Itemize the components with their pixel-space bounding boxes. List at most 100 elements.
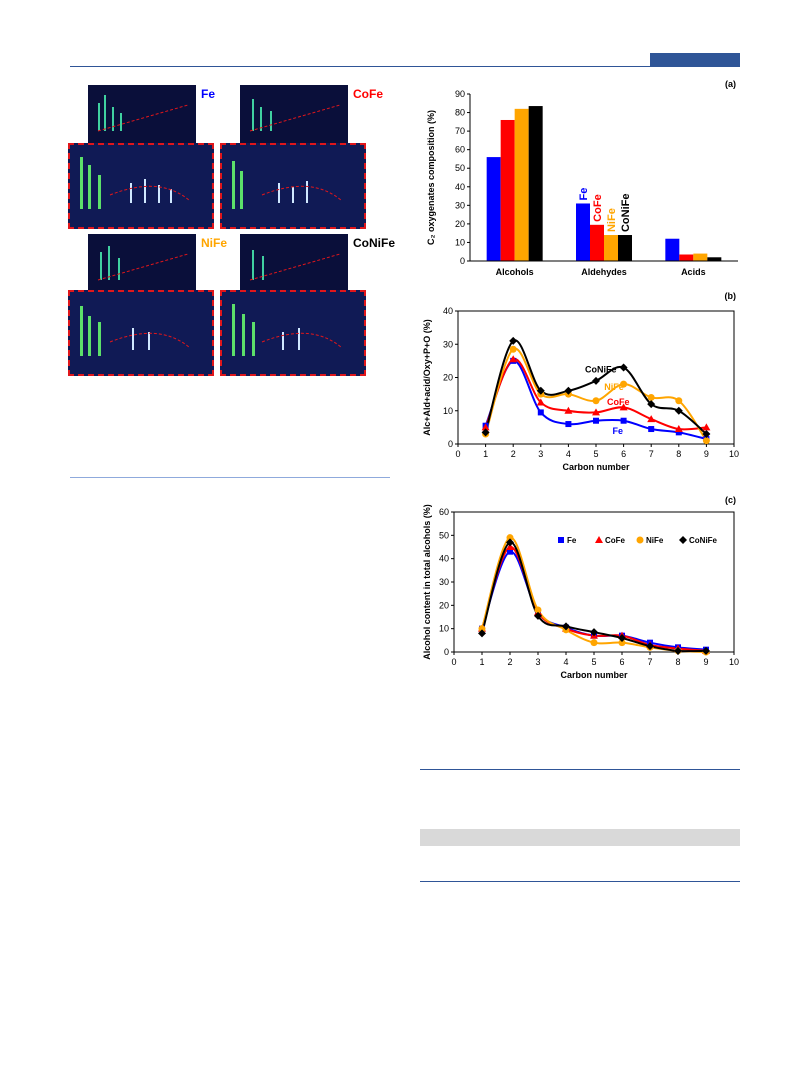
cofe-gc-zoom [220, 143, 366, 229]
b-xtick-label: 9 [704, 449, 709, 459]
c-point-nife [478, 625, 486, 633]
c-legend-label-conife: CoNiFe [689, 536, 718, 545]
b-xtick-label: 6 [621, 449, 626, 459]
chart-a: (a) 0 10 20 30 40 50 60 70 80 90 Alcohols Aldehydes A… [426, 79, 738, 277]
nife-gc-zoom [68, 290, 214, 376]
b-point-conife [702, 430, 711, 439]
b-xtick-label: 0 [455, 449, 460, 459]
c-ytick-label: 30 [439, 577, 449, 587]
a-bar-conife [707, 257, 722, 261]
c-xtick-label: 9 [703, 657, 708, 667]
b-xtick-label: 3 [538, 449, 543, 459]
c-point-conife [562, 622, 570, 631]
conife-gc-thumbnail [240, 234, 348, 292]
c-point-conife [590, 628, 598, 637]
b-point-cofe [702, 423, 711, 431]
b-point-cofe [619, 403, 628, 411]
b-point-cofe [674, 425, 683, 433]
table-bottom-rule [420, 881, 740, 882]
b-point-conife [481, 428, 490, 437]
c-point-fe [507, 548, 513, 555]
b-point-fe [620, 417, 627, 424]
c-point-conife [674, 646, 682, 655]
table-header-row [420, 829, 740, 846]
c-xtick-label: 2 [507, 657, 512, 667]
b-xtick-label: 8 [676, 449, 681, 459]
b-point-conife [647, 400, 656, 409]
table-top-rule [420, 769, 740, 770]
a-ylabel: C₂ oxygenates composition (%) [426, 110, 436, 245]
cofe-gc-thumbnail [240, 85, 348, 145]
b-point-conife [564, 386, 573, 395]
b-series-label-cofe: CoFe [607, 397, 630, 407]
b-point-nife [509, 345, 517, 353]
c-xtick-label: 0 [451, 657, 456, 667]
a-bar-fe [486, 157, 501, 261]
c-ylabel: Alcohol content in total alcohols (%) [422, 504, 432, 660]
c-ytick-label: 60 [439, 507, 449, 517]
c-legend-label-fe: Fe [567, 536, 577, 545]
c-ytick-label: 20 [439, 600, 449, 610]
a-bar-cofe [590, 224, 604, 261]
c-xlabel: Carbon number [560, 670, 628, 680]
b-point-fe [565, 421, 572, 428]
b-point-cofe [481, 423, 490, 431]
b-ytick-label: 10 [443, 406, 453, 416]
a-category-label: Alcohols [496, 267, 534, 277]
a-ytick-label: 70 [455, 126, 465, 136]
c-xtick-label: 7 [647, 657, 652, 667]
c-ytick-label: 10 [439, 624, 449, 634]
a-bar-nife [604, 235, 618, 261]
a-bar-conife [618, 235, 632, 261]
b-point-cofe [647, 415, 656, 423]
header-rule [70, 66, 740, 67]
b-point-conife [674, 406, 683, 415]
b-point-nife [592, 397, 600, 405]
a-series-label-fe: Fe [578, 188, 590, 201]
chart-b: (b) 0 10 20 30 40 0 1 2 3 4 5 6 7 8 9 10 Carbon number Alc… [422, 291, 739, 472]
c-legend-marker-nife [636, 536, 644, 544]
c-legend-marker-cofe [595, 536, 603, 543]
c-legend-marker-conife [679, 536, 687, 544]
b-series-label-nife: NiFe [604, 382, 624, 392]
b-xtick-label: 2 [511, 449, 516, 459]
a-ytick-label: 0 [460, 256, 465, 266]
header-block [650, 53, 740, 66]
a-category-label: Aldehydes [581, 267, 627, 277]
b-point-cofe [564, 406, 573, 414]
c-point-nife [534, 606, 542, 614]
b-point-cofe [592, 408, 600, 416]
c-legend-label-nife: NiFe [646, 536, 664, 545]
b-point-conife [619, 363, 628, 372]
a-bar-nife [693, 253, 708, 261]
c-xtick-label: 3 [535, 657, 540, 667]
b-xtick-label: 4 [566, 449, 571, 459]
b-xlabel: Carbon number [562, 462, 630, 472]
b-point-conife [536, 386, 545, 395]
c-ytick-label: 40 [439, 554, 449, 564]
c-point-conife [702, 646, 710, 655]
c-point-conife [534, 611, 542, 620]
a-bar-nife [514, 108, 529, 261]
b-point-fe [537, 409, 544, 416]
left-caption-rule [70, 477, 390, 478]
conife-gc-zoom [220, 290, 366, 376]
b-point-nife [675, 397, 683, 405]
b-xtick-label: 7 [649, 449, 654, 459]
panel-label-a: (a) [725, 79, 736, 89]
c-xtick-label: 6 [619, 657, 624, 667]
a-series-label-nife: NiFe [606, 208, 618, 232]
c-point-conife [618, 634, 626, 642]
cofe-panel-label: CoFe [353, 87, 383, 101]
fe-gc-thumbnail [88, 85, 196, 145]
b-series-label-conife: CoNiFe [585, 365, 617, 375]
panel-label-b: (b) [725, 291, 737, 301]
c-point-conife [646, 642, 654, 651]
c-xtick-label: 4 [563, 657, 568, 667]
b-point-cofe [509, 355, 518, 363]
a-ytick-label: 40 [455, 182, 465, 192]
c-point-nife [590, 639, 598, 647]
b-xtick-label: 1 [483, 449, 488, 459]
b-point-conife [592, 376, 600, 385]
a-ytick-label: 90 [455, 89, 465, 99]
